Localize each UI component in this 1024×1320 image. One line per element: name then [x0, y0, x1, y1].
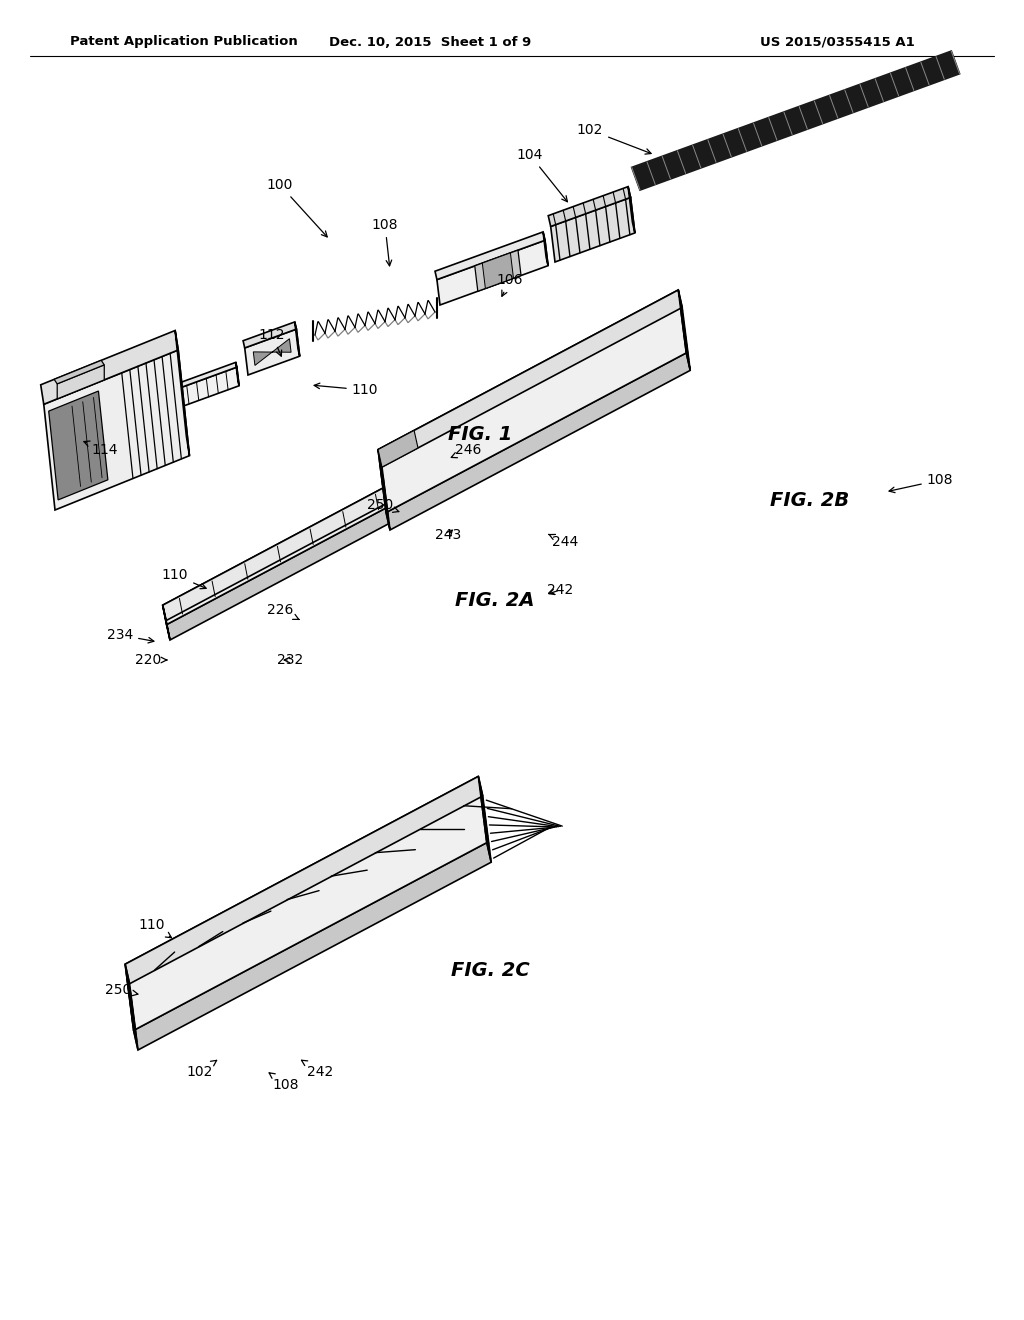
Polygon shape: [482, 253, 513, 289]
Polygon shape: [164, 609, 169, 636]
Polygon shape: [125, 964, 138, 1049]
Polygon shape: [489, 432, 497, 466]
Text: 100: 100: [267, 178, 328, 236]
Polygon shape: [175, 330, 189, 455]
Polygon shape: [163, 605, 170, 640]
Text: 232: 232: [276, 653, 303, 667]
Polygon shape: [163, 432, 493, 620]
Polygon shape: [295, 322, 300, 356]
Text: 226: 226: [267, 603, 299, 619]
Text: 108: 108: [269, 1073, 299, 1092]
Polygon shape: [54, 360, 104, 384]
Text: 246: 246: [452, 444, 481, 458]
Polygon shape: [551, 198, 635, 261]
Text: 250: 250: [104, 983, 138, 997]
Polygon shape: [678, 290, 690, 371]
Text: 102: 102: [577, 123, 651, 154]
Polygon shape: [245, 329, 300, 375]
Text: Dec. 10, 2015  Sheet 1 of 9: Dec. 10, 2015 Sheet 1 of 9: [329, 36, 531, 49]
Polygon shape: [44, 350, 189, 510]
Text: 242: 242: [547, 583, 573, 597]
Polygon shape: [49, 391, 108, 500]
Polygon shape: [378, 450, 390, 531]
Polygon shape: [243, 322, 296, 348]
Polygon shape: [543, 232, 548, 265]
Polygon shape: [125, 776, 482, 983]
Polygon shape: [378, 290, 682, 467]
Text: 234: 234: [106, 628, 154, 643]
Text: 243: 243: [435, 528, 461, 543]
Polygon shape: [176, 367, 239, 408]
Text: FIG. 2C: FIG. 2C: [451, 961, 529, 979]
Text: 112: 112: [259, 327, 286, 356]
Text: FIG. 2B: FIG. 2B: [770, 491, 850, 510]
Text: 250: 250: [367, 498, 399, 512]
Text: 106: 106: [497, 273, 523, 296]
Polygon shape: [380, 461, 388, 519]
Text: 110: 110: [162, 568, 206, 589]
Text: 244: 244: [549, 535, 579, 549]
Polygon shape: [175, 363, 237, 389]
Polygon shape: [437, 240, 548, 305]
Text: FIG. 1: FIG. 1: [447, 425, 512, 445]
Polygon shape: [632, 51, 959, 190]
Polygon shape: [478, 776, 492, 862]
Polygon shape: [133, 842, 492, 1049]
Polygon shape: [628, 186, 635, 232]
Text: 110: 110: [138, 917, 171, 937]
Text: 108: 108: [889, 473, 953, 492]
Polygon shape: [41, 330, 178, 404]
Polygon shape: [57, 364, 104, 399]
Polygon shape: [125, 776, 486, 1031]
Text: FIG. 2A: FIG. 2A: [456, 590, 535, 610]
Polygon shape: [126, 972, 137, 1041]
Polygon shape: [435, 232, 545, 280]
Text: 108: 108: [372, 218, 398, 265]
Polygon shape: [167, 451, 497, 640]
Polygon shape: [378, 430, 418, 467]
Polygon shape: [253, 339, 291, 366]
Text: 114: 114: [84, 441, 118, 457]
Polygon shape: [236, 363, 239, 385]
Text: US 2015/0355415 A1: US 2015/0355415 A1: [760, 36, 914, 49]
Polygon shape: [475, 249, 521, 292]
Polygon shape: [163, 432, 494, 624]
Text: 110: 110: [314, 383, 378, 397]
Polygon shape: [386, 352, 690, 531]
Polygon shape: [548, 186, 631, 227]
Text: Patent Application Publication: Patent Application Publication: [70, 36, 298, 49]
Text: 104: 104: [517, 148, 567, 202]
Polygon shape: [378, 290, 686, 512]
Text: 102: 102: [186, 1060, 217, 1078]
Text: 242: 242: [301, 1060, 333, 1078]
Text: 220: 220: [135, 653, 167, 667]
